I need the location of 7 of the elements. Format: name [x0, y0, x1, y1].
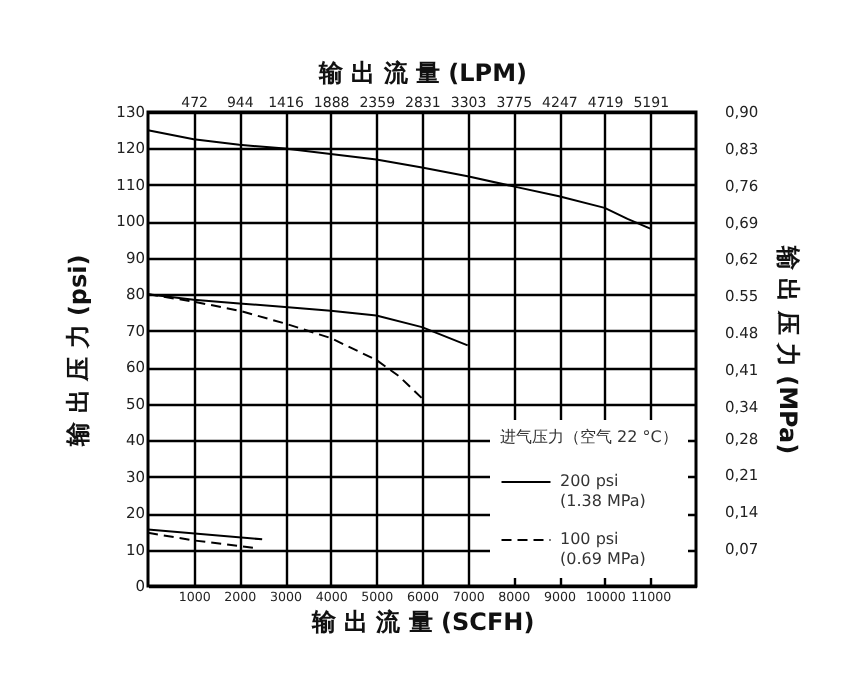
- y2-axis-title: 输 出 压 力 (MPa): [774, 243, 803, 455]
- x2-axis-title: 输 出 流 量 (LPM): [316, 59, 528, 87]
- y-axis-title: 输 出 压 力 (psi): [64, 254, 93, 448]
- legend-title: 进气压力（空气 22 °C）: [500, 428, 678, 446]
- x-axis-title: 输 出 流 量 (SCFH): [309, 607, 535, 636]
- legend-label: 200 psi (1.38 MPa): [560, 472, 646, 510]
- legend-label: 100 psi (0.69 MPa): [560, 530, 646, 568]
